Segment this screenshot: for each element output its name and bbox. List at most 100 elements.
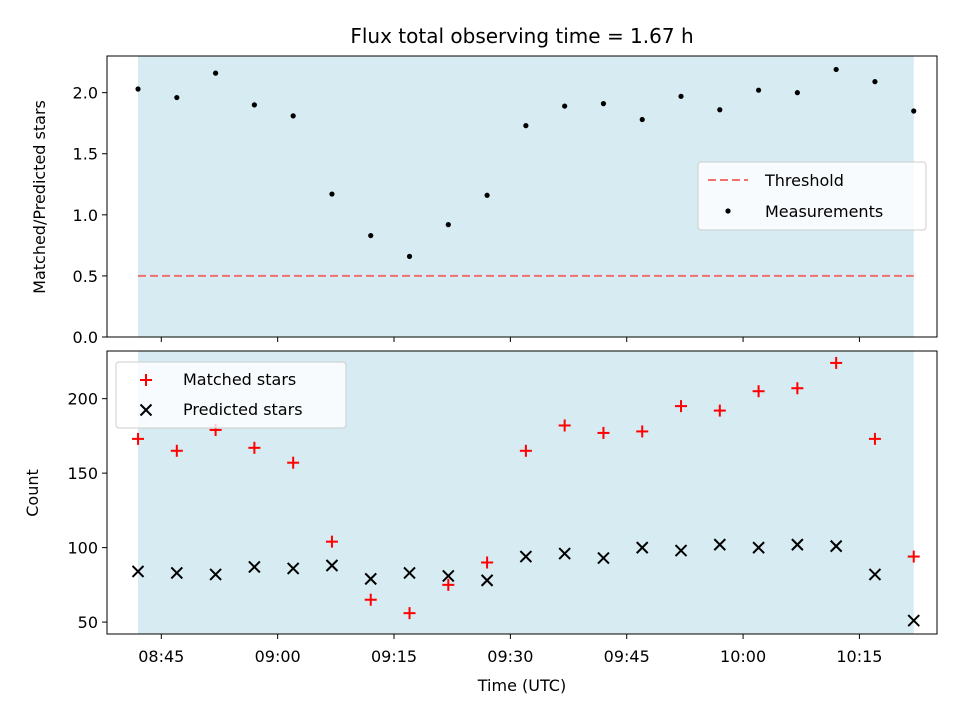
measurement-points (135, 66, 917, 259)
legend-measurements-label: Measurements (765, 202, 883, 221)
predicted-point (286, 562, 300, 575)
x-tick-label: 08:45 (138, 647, 184, 666)
matched-point (132, 432, 145, 445)
top-y-ticks: 0.0 0.5 1.0 1.5 2.0 (73, 84, 107, 347)
top-panel: 0.00.51.01.52.0 Matched/Predicted stars … (30, 55, 938, 347)
predicted-point (907, 614, 920, 627)
x-marker-b (248, 560, 261, 574)
x-marker-b (403, 566, 416, 580)
measurement-point (600, 101, 607, 107)
predicted-point (636, 541, 649, 554)
matched-point (403, 607, 416, 620)
matched-point (287, 456, 300, 469)
measurement-point (484, 192, 490, 198)
x-marker-b (907, 614, 920, 627)
legend-plus (140, 374, 152, 386)
measurement-point (872, 79, 878, 85)
predicted-point (868, 568, 882, 581)
legend-x (139, 403, 153, 417)
bottom-x-ticks: 08:45 09:00 09:15 09:30 09:45 10:00 10:15 (138, 634, 882, 666)
x-marker-b (442, 569, 455, 583)
measurement-point (755, 87, 762, 93)
matched-point (752, 385, 765, 398)
x-marker-b (829, 539, 843, 553)
x-marker-b (868, 568, 882, 581)
measurement-point (523, 123, 529, 129)
x-marker-b (131, 565, 145, 578)
bottom-x-axis-label: Time (UTC) (477, 676, 566, 695)
y-tick-label: 1.5 (73, 145, 98, 164)
x-marker-b (139, 403, 153, 417)
measurement-point (251, 102, 257, 108)
measurement-point (794, 90, 800, 96)
bottom-axes-frame (106, 350, 938, 635)
y-tick-label: 2.0 (73, 84, 98, 103)
bottom-legend: Matched stars Predicted stars (115, 361, 347, 429)
matched-point (830, 356, 843, 369)
y-tick-label: 200 (67, 390, 98, 409)
x-marker-b (325, 559, 339, 572)
x-tick-label: 09:30 (487, 647, 533, 666)
y-tick-label: 1.0 (73, 206, 98, 225)
top-legend-box (697, 161, 927, 231)
legend-threshold-label: Threshold (764, 171, 844, 190)
matched-point (170, 444, 183, 457)
measurement-point (833, 66, 839, 73)
legend-measurements-swatch (725, 208, 731, 214)
bottom-y-ticks: 50 100 150 200 (67, 390, 107, 632)
measurement-point (212, 70, 219, 76)
y-tick-label: 150 (67, 464, 98, 483)
predicted-point (442, 569, 455, 583)
matched-point (868, 432, 881, 445)
matched-point (519, 444, 532, 457)
matched-point (364, 593, 377, 606)
predicted-point (131, 565, 145, 578)
bottom-legend-box (115, 361, 347, 429)
measurement-point (717, 107, 723, 113)
y-tick-label: 0.5 (73, 267, 98, 286)
matched-point (907, 550, 920, 563)
top-legend: Threshold Measurements (697, 161, 927, 231)
predicted-point (829, 539, 843, 553)
x-marker-b (170, 566, 184, 580)
top-axes-frame (106, 55, 938, 338)
predicted-point (480, 574, 494, 587)
matched-point (636, 425, 649, 438)
x-tick-label: 09:00 (255, 647, 301, 666)
matched-point (481, 556, 494, 569)
predicted-point (558, 547, 571, 560)
matched-point (791, 382, 804, 395)
legend-predicted-swatch (139, 403, 153, 417)
matched-point (713, 404, 726, 417)
bottom-panel: 08:45 09:00 09:15 09:30 09:45 10:00 10:15 50 10… (23, 350, 938, 695)
top-y-axis-label: Matched/Predicted stars (30, 100, 49, 294)
measurement-point (562, 103, 568, 109)
x-marker-b (558, 547, 571, 560)
count-points (131, 356, 920, 627)
x-marker-b (791, 538, 804, 551)
x-tick-label: 10:15 (836, 647, 882, 666)
measurement-point (406, 253, 413, 259)
measurement-point (445, 222, 451, 228)
measurement-point (911, 108, 917, 114)
predicted-point (325, 559, 339, 572)
x-marker-b (752, 541, 765, 554)
y-tick-label: 0.0 (73, 328, 98, 347)
x-marker-b (713, 538, 727, 551)
y-tick-label: 50 (78, 613, 98, 632)
legend-predicted-label: Predicted stars (183, 400, 303, 419)
x-marker-b (636, 541, 649, 554)
predicted-point (752, 541, 765, 554)
matched-point (442, 578, 455, 591)
legend-matched-label: Matched stars (183, 370, 296, 389)
x-marker-b (480, 574, 494, 587)
x-marker-b (597, 551, 610, 565)
predicted-point (170, 566, 184, 580)
measurement-point (290, 113, 296, 119)
top-x-ticks (160, 337, 860, 342)
x-tick-label: 09:45 (604, 647, 650, 666)
legend-matched-swatch (140, 374, 152, 386)
predicted-point (403, 566, 416, 580)
predicted-point (597, 551, 610, 565)
